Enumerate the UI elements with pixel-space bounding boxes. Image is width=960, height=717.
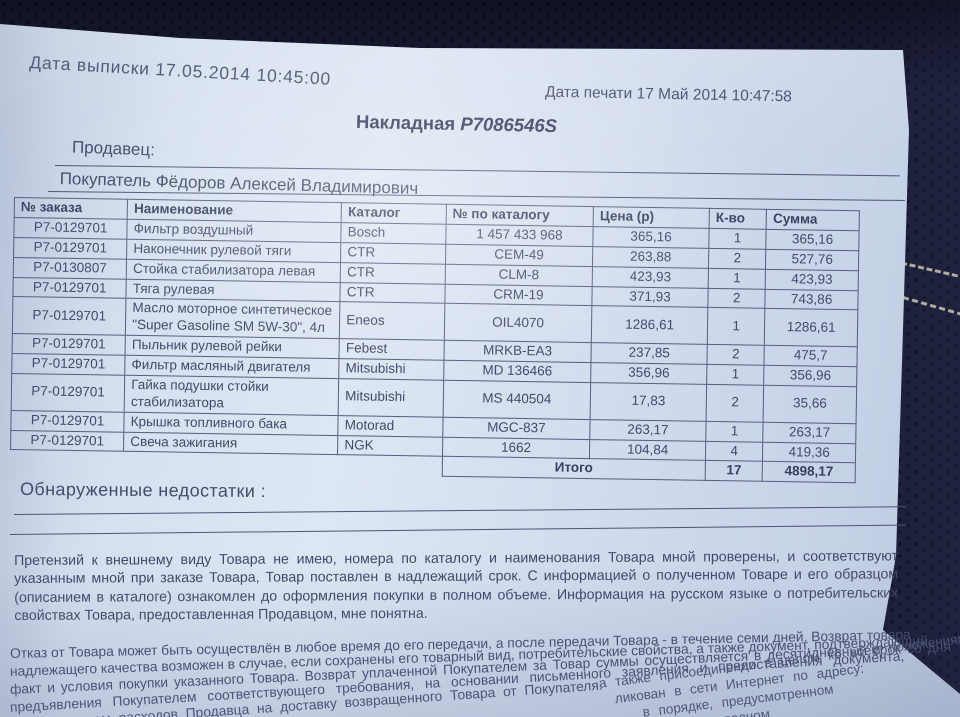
- table-cell: 1662: [442, 436, 590, 459]
- table-cell: P7-0129701: [12, 276, 127, 299]
- buyer-label: Покупатель: [59, 169, 152, 191]
- table-cell: 1: [705, 421, 764, 442]
- table-cell: 743,86: [765, 288, 859, 311]
- table-cell: 356,96: [590, 362, 707, 385]
- table-cell: 423,93: [765, 268, 859, 291]
- table-cell: Eneos: [339, 302, 445, 341]
- table-cell: 1 457 433 968: [445, 224, 594, 247]
- table-cell: 237,85: [591, 342, 708, 365]
- table-cell: P7-0129701: [10, 429, 125, 452]
- table-cell: 2: [706, 384, 764, 422]
- table-cell: CTR: [340, 282, 445, 304]
- table-cell: 365,16: [766, 229, 860, 251]
- table-cell: CLM-8: [444, 263, 593, 287]
- column-header: Цена (р): [593, 206, 710, 229]
- table-cell: 475,7: [764, 345, 858, 367]
- table-cell: MRKB-EA3: [443, 340, 592, 363]
- table-cell: 371,93: [591, 286, 709, 308]
- table-cell: 263,17: [763, 421, 857, 444]
- table-cell: 1: [707, 307, 766, 346]
- total-row-blank-cell: [123, 452, 337, 475]
- table-cell: CTR: [340, 242, 446, 264]
- table-cell: 263,17: [589, 419, 707, 441]
- table-cell: MD 136466: [443, 360, 592, 383]
- invoice-table: № заказа Наименование Каталог № по каталогу…: [10, 197, 860, 484]
- table-cell: P7-0129701: [11, 353, 126, 376]
- table-cell: CEM-49: [445, 244, 593, 267]
- table-cell: 17,83: [590, 382, 707, 422]
- table-cell: 1: [706, 364, 765, 386]
- total-sum: 4898,17: [762, 461, 856, 483]
- invoice-number: P7086546S: [460, 113, 558, 137]
- table-cell: 2: [708, 248, 767, 269]
- table-cell: 35,66: [763, 385, 857, 424]
- print-date-label: Дата печати: [544, 83, 633, 103]
- table-cell: P7-0129701: [10, 410, 125, 432]
- print-date-value: 17 Май 2014 10:47:58: [636, 85, 793, 106]
- total-row-blank-cell: [10, 450, 124, 472]
- table-cell: CTR: [340, 262, 446, 284]
- table-cell: Mitsubishi: [338, 358, 444, 381]
- table-cell: 356,96: [763, 365, 857, 387]
- invoice-table-body: P7-0129701 Фильтр воздушный Bosch 1 457 433…: [10, 217, 860, 483]
- table-cell: MGC-837: [442, 416, 591, 440]
- table-cell: 263,88: [592, 246, 709, 269]
- table-cell: P7-0129701: [13, 237, 128, 259]
- table-cell: CRM-19: [444, 283, 593, 306]
- total-label: Итого: [441, 456, 706, 481]
- table-cell: OIL4070: [444, 303, 592, 343]
- table-cell: Масло моторное синтетическое "Super Gaso…: [125, 298, 341, 339]
- table-cell: Febest: [339, 338, 445, 361]
- table-cell: Motorad: [338, 415, 443, 437]
- table-cell: 2: [707, 287, 766, 309]
- table-cell: 1286,61: [591, 305, 708, 345]
- seller-label: Продавец:: [71, 137, 156, 160]
- table-cell: 2: [706, 344, 765, 366]
- column-header: № по каталогу: [445, 204, 594, 227]
- no-claims-paragraph: Претензий к внешнему виду Товара не имею…: [14, 548, 899, 625]
- table-cell: Bosch: [341, 222, 446, 245]
- table-cell: MS 440504: [442, 380, 591, 420]
- table-cell: 1286,61: [764, 308, 858, 347]
- table-cell: 527,76: [765, 249, 859, 271]
- defects-section-label: Обнаруженные недостатки :: [19, 478, 267, 502]
- column-header: Каталог: [341, 202, 447, 225]
- total-row-blank-cell: [337, 455, 442, 477]
- table-cell: P7-0129701: [12, 333, 126, 356]
- table-cell: P7-0129701: [12, 296, 127, 336]
- table-cell: 419,36: [762, 441, 856, 464]
- column-header: № заказа: [14, 197, 128, 220]
- table-cell: 423,93: [592, 266, 709, 288]
- column-header: Сумма: [766, 209, 860, 231]
- table-cell: 4: [705, 440, 764, 462]
- table-cell: P7-0129701: [11, 373, 125, 412]
- table-cell: 365,16: [592, 226, 710, 249]
- table-cell: Гайка подушки стойки стабилизатора: [124, 375, 339, 416]
- title-label: Накладная: [355, 110, 456, 134]
- table-cell: 1: [708, 228, 767, 250]
- table-cell: P7-0130807: [13, 257, 127, 279]
- table-cell: Mitsubishi: [338, 378, 444, 417]
- table-cell: NGK: [337, 435, 443, 457]
- total-quantity: 17: [705, 460, 763, 482]
- column-header: К-во: [709, 208, 767, 230]
- document-title: Накладная P7086546S: [356, 111, 557, 137]
- table-cell: P7-0129701: [13, 217, 128, 240]
- table-cell: 104,84: [589, 439, 706, 461]
- table-cell: 1: [708, 268, 766, 289]
